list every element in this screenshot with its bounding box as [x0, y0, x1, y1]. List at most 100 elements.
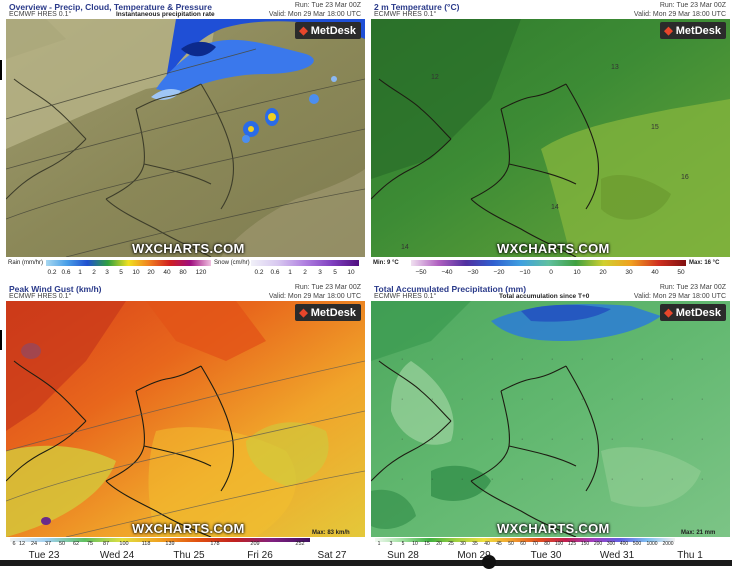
overview-watermark: WXCHARTS.COM — [132, 241, 245, 256]
precip-tick: 35 — [472, 541, 478, 547]
svg-text:13: 13 — [611, 64, 619, 71]
gust-tick: 24 — [30, 541, 38, 547]
svg-text:·: · — [461, 436, 463, 443]
timeline-day[interactable]: Tue 30 — [530, 550, 562, 561]
precip-tick: 80 — [544, 541, 550, 547]
svg-text:·: · — [431, 356, 433, 363]
svg-text:·: · — [461, 396, 463, 403]
rain-tick: 3 — [105, 269, 109, 276]
gust-model: ECMWF HRES 0.1° — [9, 293, 72, 300]
precip-tick: 1 — [377, 541, 381, 547]
timeline-day[interactable]: Tue 23 — [28, 550, 60, 561]
precip-tick: 30 — [460, 541, 466, 547]
temperature-model: ECMWF HRES 0.1° — [374, 11, 437, 18]
timeline-day[interactable]: Thu 1 — [677, 550, 703, 561]
svg-text:16: 16 — [681, 174, 689, 181]
rain-tick: 40 — [163, 269, 171, 276]
overview-map-graphic — [6, 19, 365, 257]
precip-tick: 1000 — [646, 541, 658, 547]
temperature-run: Run: Tue 23 Mar 00Z — [659, 2, 726, 9]
temperature-tick: −30 — [467, 269, 479, 276]
precip-map[interactable]: · · · · · · · · · · · · · · · · · · · · · · · · · · · · · · · · · · · · ·… — [371, 301, 730, 537]
overview-map[interactable]: ◆ MetDesk WXCHARTS.COM — [6, 19, 365, 257]
temperature-map-graphic: 14 14 15 16 12 13 — [371, 19, 730, 257]
gust-tick: 118 — [141, 541, 151, 547]
svg-text:·: · — [671, 356, 673, 363]
svg-text:·: · — [401, 436, 403, 443]
precip-tick: 50 — [508, 541, 514, 547]
snow-tick: 2 — [303, 269, 307, 276]
temperature-min: Min: 9 °C — [373, 260, 399, 266]
timeline-day[interactable]: Mon 29 — [457, 550, 491, 561]
snow-colorbar — [251, 260, 359, 266]
timeline-day[interactable]: Fri 26 — [247, 550, 273, 561]
timeline-track[interactable] — [0, 560, 732, 566]
svg-text:·: · — [611, 396, 613, 403]
svg-text:·: · — [461, 476, 463, 483]
gust-max: Max: 83 km/h — [312, 530, 350, 536]
snow-tick: 5 — [333, 269, 337, 276]
precip-tick: 500 — [632, 541, 642, 547]
svg-text:·: · — [551, 396, 553, 403]
svg-text:·: · — [701, 356, 703, 363]
overview-legend: Rain (mm/hr) Snow (cm/hr) 0.2 0.6 1 2 3 … — [6, 259, 365, 277]
temperature-panel[interactable]: 2 m Temperature (°C) ECMWF HRES 0.1° Run… — [369, 0, 732, 278]
timeline-day[interactable]: Sun 28 — [387, 550, 419, 561]
precip-tick: 2000 — [662, 541, 674, 547]
temperature-tick: 0 — [549, 269, 553, 276]
overview-model: ECMWF HRES 0.1° — [9, 11, 72, 18]
rain-tick: 0.6 — [61, 269, 71, 276]
temperature-tick: 10 — [573, 269, 581, 276]
temperature-title: 2 m Temperature (°C) — [374, 2, 460, 12]
timeline-day[interactable]: Wed 31 — [599, 550, 635, 561]
svg-text:·: · — [671, 396, 673, 403]
svg-text:·: · — [671, 436, 673, 443]
metdesk-logo-icon: ◆ — [299, 307, 308, 319]
forecast-timeline[interactable]: Tue 23 Wed 24 Thu 25 Fri 26 Sat 27 Sun 2… — [0, 548, 732, 569]
timeline-day[interactable]: Sat 27 — [317, 550, 347, 561]
precip-tick: 10 — [412, 541, 418, 547]
precip-run: Run: Tue 23 Mar 00Z — [659, 284, 726, 291]
precip-tick: 125 — [567, 541, 577, 547]
gust-valid: Valid: Mon 29 Mar 18:00 UTC — [268, 293, 361, 300]
precip-tick: 25 — [448, 541, 454, 547]
svg-text:·: · — [641, 436, 643, 443]
precip-tick: 200 — [593, 541, 603, 547]
svg-text:·: · — [641, 396, 643, 403]
gust-tick: 252 — [295, 541, 305, 547]
precip-panel[interactable]: Total Accumulated Precipitation (mm) ECM… — [369, 282, 732, 548]
svg-text:·: · — [491, 436, 493, 443]
overview-title: Overview - Precip, Cloud, Temperature & … — [9, 2, 212, 12]
overview-panel[interactable]: Overview - Precip, Cloud, Temperature & … — [4, 0, 367, 278]
temperature-watermark: WXCHARTS.COM — [497, 241, 610, 256]
rain-tick: 2 — [92, 269, 96, 276]
left-edge-mark — [0, 60, 2, 80]
precip-tick: 45 — [496, 541, 502, 547]
svg-text:·: · — [551, 476, 553, 483]
timeline-day[interactable]: Thu 25 — [173, 550, 205, 561]
gust-panel[interactable]: Peak Wind Gust (km/h) ECMWF HRES 0.1° Ru… — [4, 282, 367, 548]
temperature-tick: 50 — [677, 269, 685, 276]
svg-text:·: · — [551, 436, 553, 443]
rain-tick: 1 — [78, 269, 82, 276]
svg-text:·: · — [701, 476, 703, 483]
timeline-day[interactable]: Wed 24 — [99, 550, 135, 561]
gust-tick: 12 — [18, 541, 26, 547]
temperature-tick: 30 — [625, 269, 633, 276]
svg-text:·: · — [491, 356, 493, 363]
gust-map[interactable]: ◆ MetDesk WXCHARTS.COM — [6, 301, 365, 537]
rain-tick: 20 — [147, 269, 155, 276]
precip-field: Total accumulation since T+0 — [499, 293, 590, 300]
rain-colorbar — [46, 260, 211, 266]
precip-tick: 300 — [606, 541, 616, 547]
temperature-brand-logo: ◆ MetDesk — [660, 22, 726, 39]
rain-tick: 5 — [119, 269, 123, 276]
temperature-tick: 40 — [651, 269, 659, 276]
svg-text:·: · — [521, 396, 523, 403]
precip-legend: Max: 21 mm 1 3 5 10 15 20 25 30 35 40 45… — [371, 530, 730, 548]
svg-text:·: · — [581, 356, 583, 363]
svg-text:·: · — [611, 436, 613, 443]
temperature-map[interactable]: 14 14 15 16 12 13 ◆ MetDesk WXCHARTS.COM — [371, 19, 730, 257]
svg-text:·: · — [611, 476, 613, 483]
rain-tick: 120 — [195, 269, 207, 276]
